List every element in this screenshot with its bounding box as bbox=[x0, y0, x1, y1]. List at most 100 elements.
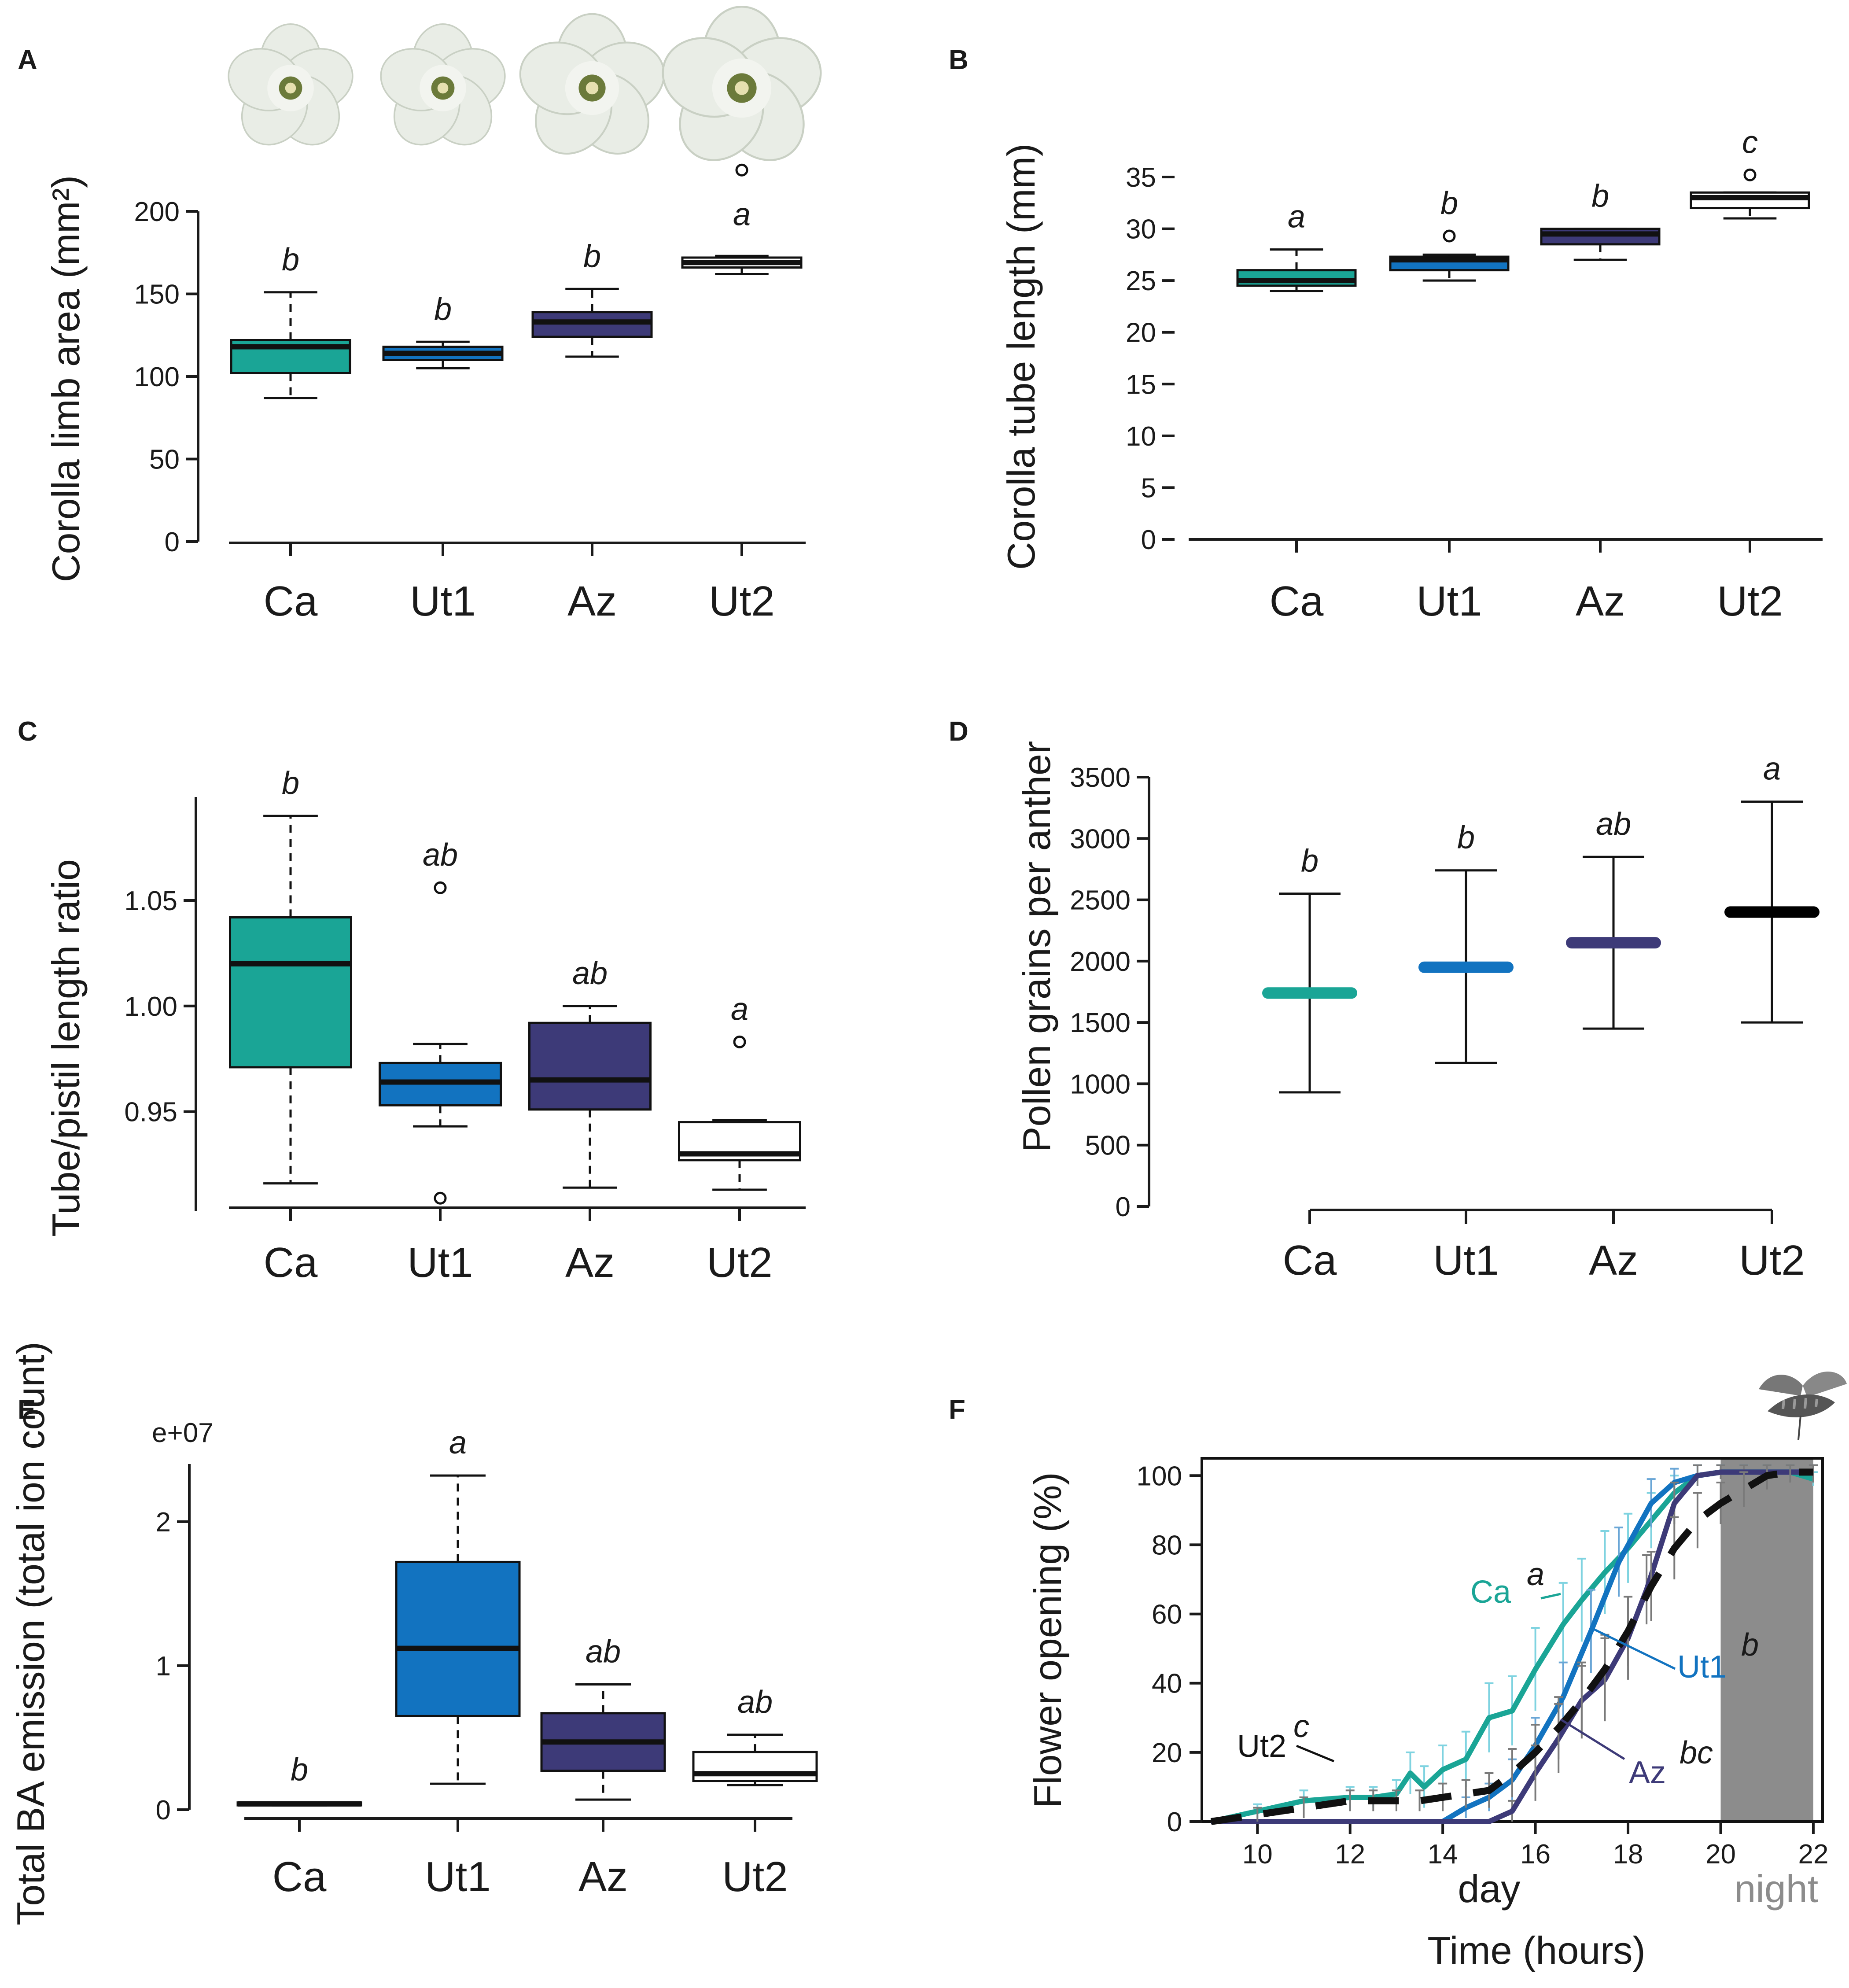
x-category-label: Ut1 bbox=[1433, 1237, 1499, 1284]
significance-letter-ut2: a bbox=[1763, 752, 1781, 787]
y-tick-label: 1000 bbox=[1070, 1069, 1131, 1099]
panel-letter-a: A bbox=[18, 45, 37, 75]
panel-c-box-plot: 0.95 1.00 1.05 Ca Ut1 Az Ut2 Tube/pistil length… bbox=[44, 766, 806, 1286]
significance-letter-ca: b bbox=[291, 1752, 308, 1788]
significance-letter-az: ab bbox=[1596, 807, 1631, 842]
significance-letter-az: bc bbox=[1680, 1735, 1713, 1770]
series-label-az: Az bbox=[1629, 1755, 1666, 1790]
significance-letter-ca: b bbox=[282, 242, 299, 277]
x-tick-label: 22 bbox=[1798, 1839, 1828, 1870]
x-category-label: Az bbox=[567, 578, 617, 625]
panel-letter-d: D bbox=[949, 716, 969, 747]
x-category-label: Az bbox=[1589, 1237, 1638, 1284]
panel-letter-c: C bbox=[18, 716, 37, 747]
x-category-label: Ut2 bbox=[707, 1239, 772, 1286]
night-label: night bbox=[1734, 1867, 1818, 1911]
x-category-label: Az bbox=[578, 1853, 628, 1900]
flower-photo-ca bbox=[228, 23, 354, 146]
leader-line-ut2 bbox=[1296, 1745, 1334, 1763]
y-tick-label: 3500 bbox=[1070, 763, 1131, 793]
outlier-point-ut1 bbox=[434, 881, 447, 894]
x-category-label: Ut1 bbox=[425, 1853, 490, 1900]
x-category-label: Ca bbox=[1283, 1237, 1337, 1284]
significance-letter-ca: a bbox=[1527, 1557, 1544, 1592]
x-category-label: Ut2 bbox=[709, 578, 774, 625]
stigma bbox=[735, 81, 749, 95]
stigma bbox=[285, 82, 296, 94]
significance-letter-ut2: a bbox=[731, 992, 748, 1027]
y-tick-label: 1500 bbox=[1070, 1008, 1131, 1038]
panel-f-line-chart: 0 20 40 60 80 100 10 12 14 16 18 20 22 Flower opening… bbox=[1026, 1457, 1828, 1972]
y-tick-label: 2000 bbox=[1070, 947, 1131, 977]
panel-b-box-plot: 0 5 10 15 20 25 30 35 Ca Ut1 Az Ut2 Corolla tube len… bbox=[999, 125, 1823, 625]
y-tick-label: 40 bbox=[1152, 1669, 1182, 1699]
y-tick-label: 35 bbox=[1126, 162, 1156, 193]
y-axis-title: Corolla limb area (mm²) bbox=[44, 175, 88, 582]
panel-letter-f: F bbox=[949, 1394, 965, 1425]
box-az bbox=[528, 1022, 652, 1111]
stigma bbox=[586, 81, 599, 95]
panel-letter-e: E bbox=[18, 1394, 36, 1425]
x-category-label: Ut1 bbox=[1416, 578, 1482, 625]
outlier-point-ut1 bbox=[1443, 229, 1456, 243]
significance-letter-ut1: ab bbox=[423, 837, 458, 873]
x-tick-label: 14 bbox=[1428, 1839, 1458, 1870]
y-tick-label: 60 bbox=[1152, 1600, 1182, 1630]
significance-letter-ut1: b bbox=[1440, 186, 1458, 221]
panel-letter-b: B bbox=[949, 45, 969, 75]
y-tick-label: 1 bbox=[156, 1651, 171, 1682]
day-label: day bbox=[1458, 1867, 1520, 1911]
x-category-label: Ut2 bbox=[722, 1853, 788, 1900]
significance-letter-ut1: b bbox=[434, 291, 452, 327]
x-tick-label: 16 bbox=[1520, 1839, 1551, 1870]
y-axis-title: Flower opening (%) bbox=[1026, 1472, 1069, 1808]
y-tick-label: 150 bbox=[134, 280, 180, 310]
significance-letter-ca: a bbox=[1288, 199, 1305, 235]
series-line-ut2 bbox=[1210, 1468, 1813, 1825]
significance-letter-ut1: b bbox=[1457, 820, 1475, 856]
y-tick-label: 100 bbox=[134, 362, 180, 392]
y-tick-label: 500 bbox=[1085, 1131, 1131, 1161]
box-ut1 bbox=[395, 1560, 521, 1717]
flower-photos bbox=[228, 5, 822, 161]
y-tick-label: 3000 bbox=[1070, 824, 1131, 854]
significance-letter-ut2: ab bbox=[737, 1685, 773, 1720]
significance-letter-az: ab bbox=[586, 1634, 621, 1669]
y-axis-title: Total BA emission (total ion count) bbox=[9, 1342, 52, 1925]
series-label-ca: Ca bbox=[1470, 1575, 1511, 1610]
y-tick-label: 50 bbox=[149, 445, 180, 475]
flower-photo-ut1 bbox=[380, 23, 506, 146]
y-axis-title: Tube/pistil length ratio bbox=[44, 859, 88, 1237]
y-tick-label: 10 bbox=[1126, 421, 1156, 452]
significance-letter-az: ab bbox=[572, 956, 608, 991]
outlier-point-ut2 bbox=[1743, 168, 1757, 181]
x-category-label: Ut2 bbox=[1739, 1237, 1805, 1284]
significance-letter-ut1: a bbox=[449, 1425, 467, 1461]
y-tick-label: 5 bbox=[1141, 473, 1156, 503]
leader-line-ut1 bbox=[1593, 1628, 1676, 1670]
y-tick-label: 0 bbox=[1167, 1807, 1182, 1837]
outlier-point-ut2 bbox=[733, 1035, 746, 1048]
y-tick-label: 30 bbox=[1126, 214, 1156, 245]
significance-letter-ut2: c bbox=[1293, 1709, 1309, 1744]
y-tick-label: 20 bbox=[1126, 318, 1156, 348]
box-ca bbox=[229, 916, 352, 1069]
y-tick-label: 15 bbox=[1126, 369, 1156, 400]
series-label-ut2: Ut2 bbox=[1237, 1729, 1286, 1764]
panel-a-box-plot: 0 50 100 150 200 Ca Ut1 Az Ut2 Corolla limb area … bbox=[44, 163, 806, 625]
x-category-label: Ca bbox=[264, 1239, 318, 1286]
box-ut2 bbox=[692, 1751, 818, 1782]
x-category-label: Az bbox=[565, 1239, 615, 1286]
y-tick-label: 1.05 bbox=[124, 886, 177, 916]
y-axis-title: Pollen grains per anther bbox=[1015, 741, 1058, 1152]
flower-photo-az bbox=[519, 13, 665, 155]
leader-line-ca bbox=[1540, 1593, 1561, 1600]
x-category-label: Ca bbox=[264, 578, 318, 625]
y-tick-label: 0 bbox=[156, 1795, 171, 1826]
y-tick-label: 1.00 bbox=[124, 992, 177, 1022]
x-category-label: Az bbox=[1576, 578, 1625, 625]
series-label-ut1: Ut1 bbox=[1677, 1649, 1727, 1685]
hawkmoth-icon bbox=[1759, 1371, 1847, 1440]
outlier-point-ut2 bbox=[735, 163, 748, 177]
